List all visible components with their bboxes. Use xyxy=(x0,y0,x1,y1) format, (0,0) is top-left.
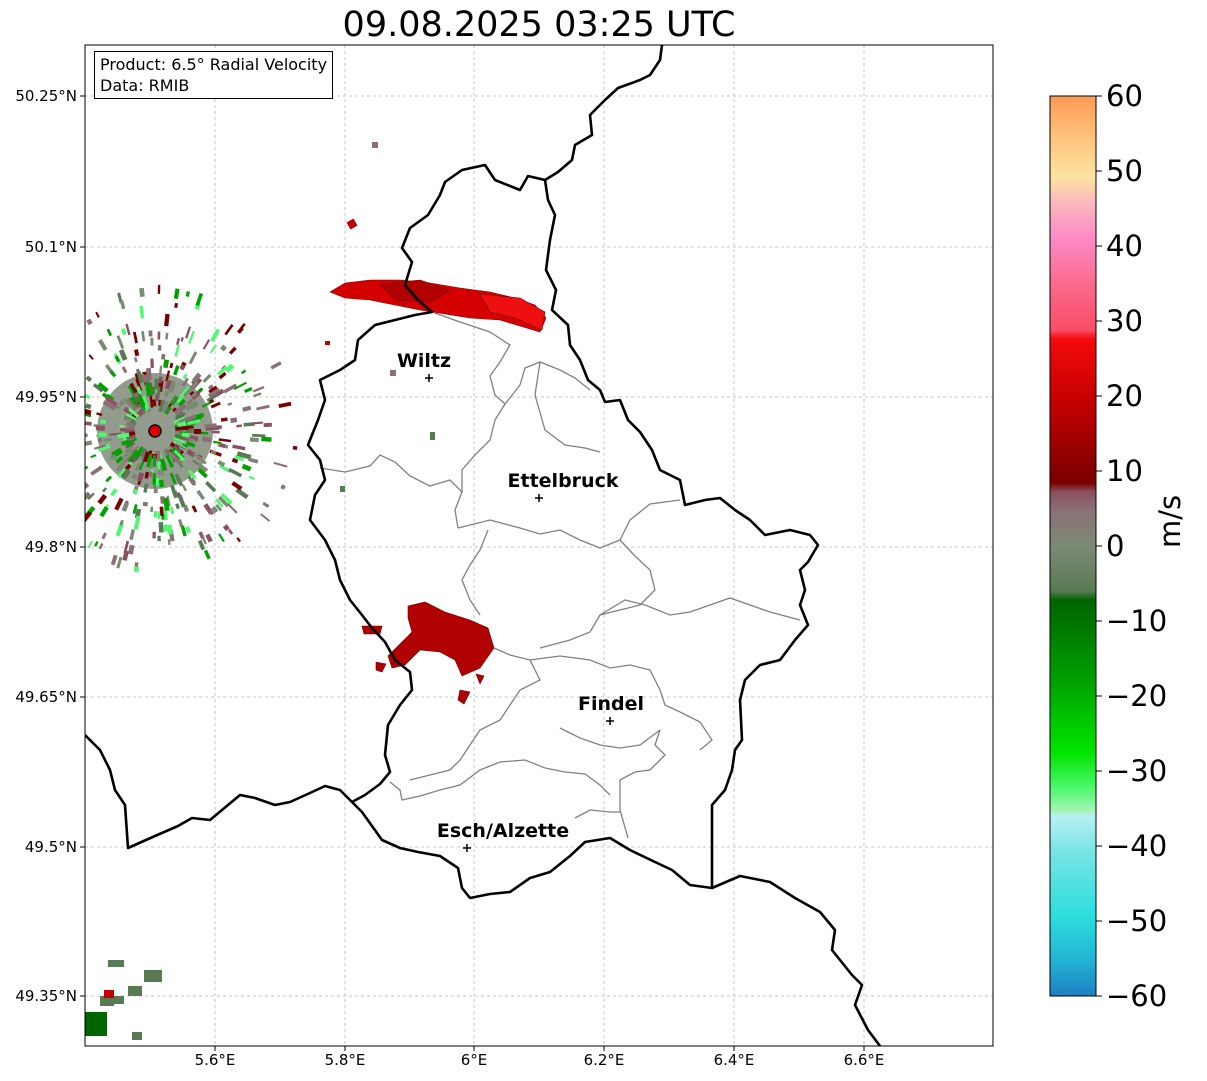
x-tick-label: 6.4°E xyxy=(713,1051,755,1069)
data-source-label: Data: RMIB xyxy=(100,76,190,95)
colorbar-tick-label: 20 xyxy=(1106,379,1143,413)
luxembourg-border xyxy=(306,163,820,900)
city-markers xyxy=(425,374,614,852)
x-tick-label: 6.2°E xyxy=(583,1051,625,1069)
canton-boundaries xyxy=(319,311,801,839)
y-tick-label: 50.1°N xyxy=(24,238,77,256)
echo-south xyxy=(361,601,495,705)
colorbar-tick-label: 50 xyxy=(1106,154,1143,188)
colorbar-tick-label: −30 xyxy=(1106,754,1168,788)
city-label-wiltz: Wiltz xyxy=(396,350,452,372)
plot-frame xyxy=(84,44,994,1047)
y-tick-label: 50.25°N xyxy=(15,87,77,105)
plot-area xyxy=(85,45,993,1046)
radar-site-marker xyxy=(148,424,162,438)
colorbar xyxy=(1049,95,1097,997)
colorbar-tick-label: 30 xyxy=(1106,304,1143,338)
axis-ticks xyxy=(80,95,865,1051)
radar-clutter xyxy=(85,284,298,573)
x-tick-label: 6.6°E xyxy=(843,1051,885,1069)
colorbar-tick-label: 40 xyxy=(1106,229,1143,263)
colorbar-tick-label: −10 xyxy=(1106,604,1168,638)
colorbar-tick-label: −20 xyxy=(1106,679,1168,713)
city-marker-findel xyxy=(606,717,614,725)
product-label: Product: 6.5° Radial Velocity xyxy=(100,55,328,74)
city-marker-esch xyxy=(463,844,471,852)
city-marker-wiltz xyxy=(425,374,433,382)
product-info-box: Product: 6.5° Radial Velocity Data: RMIB xyxy=(94,51,334,99)
colorbar-tick-label: 60 xyxy=(1106,79,1143,113)
y-tick-label: 49.8°N xyxy=(24,538,77,556)
colorbar-tick-label: −50 xyxy=(1106,904,1168,938)
north-border xyxy=(544,45,664,182)
y-tick-label: 49.35°N xyxy=(15,987,77,1005)
y-tick-label: 49.5°N xyxy=(24,838,77,856)
colorbar-unit-label: m/s xyxy=(1153,494,1187,548)
x-tick-label: 5.6°E xyxy=(194,1051,236,1069)
city-label-ettelbruck: Ettelbruck xyxy=(507,470,619,492)
y-tick-label: 49.95°N xyxy=(15,388,77,406)
colorbar-tick-label: 10 xyxy=(1106,454,1143,488)
germany-east-border xyxy=(711,874,882,1046)
colorbar-tick-label: −60 xyxy=(1106,979,1168,1013)
y-tick-label: 49.65°N xyxy=(15,688,77,706)
map-title: 09.08.2025 03:25 UTC xyxy=(342,5,736,45)
colorbar-tick-label: −40 xyxy=(1106,829,1168,863)
belgium-france-border xyxy=(85,734,353,850)
city-marker-ettelbruck xyxy=(535,494,543,502)
country-borders xyxy=(85,45,882,1046)
echo-small xyxy=(325,142,435,492)
colorbar-tick-label: 0 xyxy=(1106,529,1125,563)
echo-sw-corner xyxy=(85,960,162,1040)
city-label-findel: Findel xyxy=(577,693,645,715)
city-label-esch: Esch/Alzette xyxy=(436,820,570,842)
x-tick-label: 6°E xyxy=(460,1051,488,1069)
echo-north xyxy=(329,279,547,333)
colorbar-ticks xyxy=(1096,95,1102,997)
x-tick-label: 5.8°E xyxy=(324,1051,366,1069)
